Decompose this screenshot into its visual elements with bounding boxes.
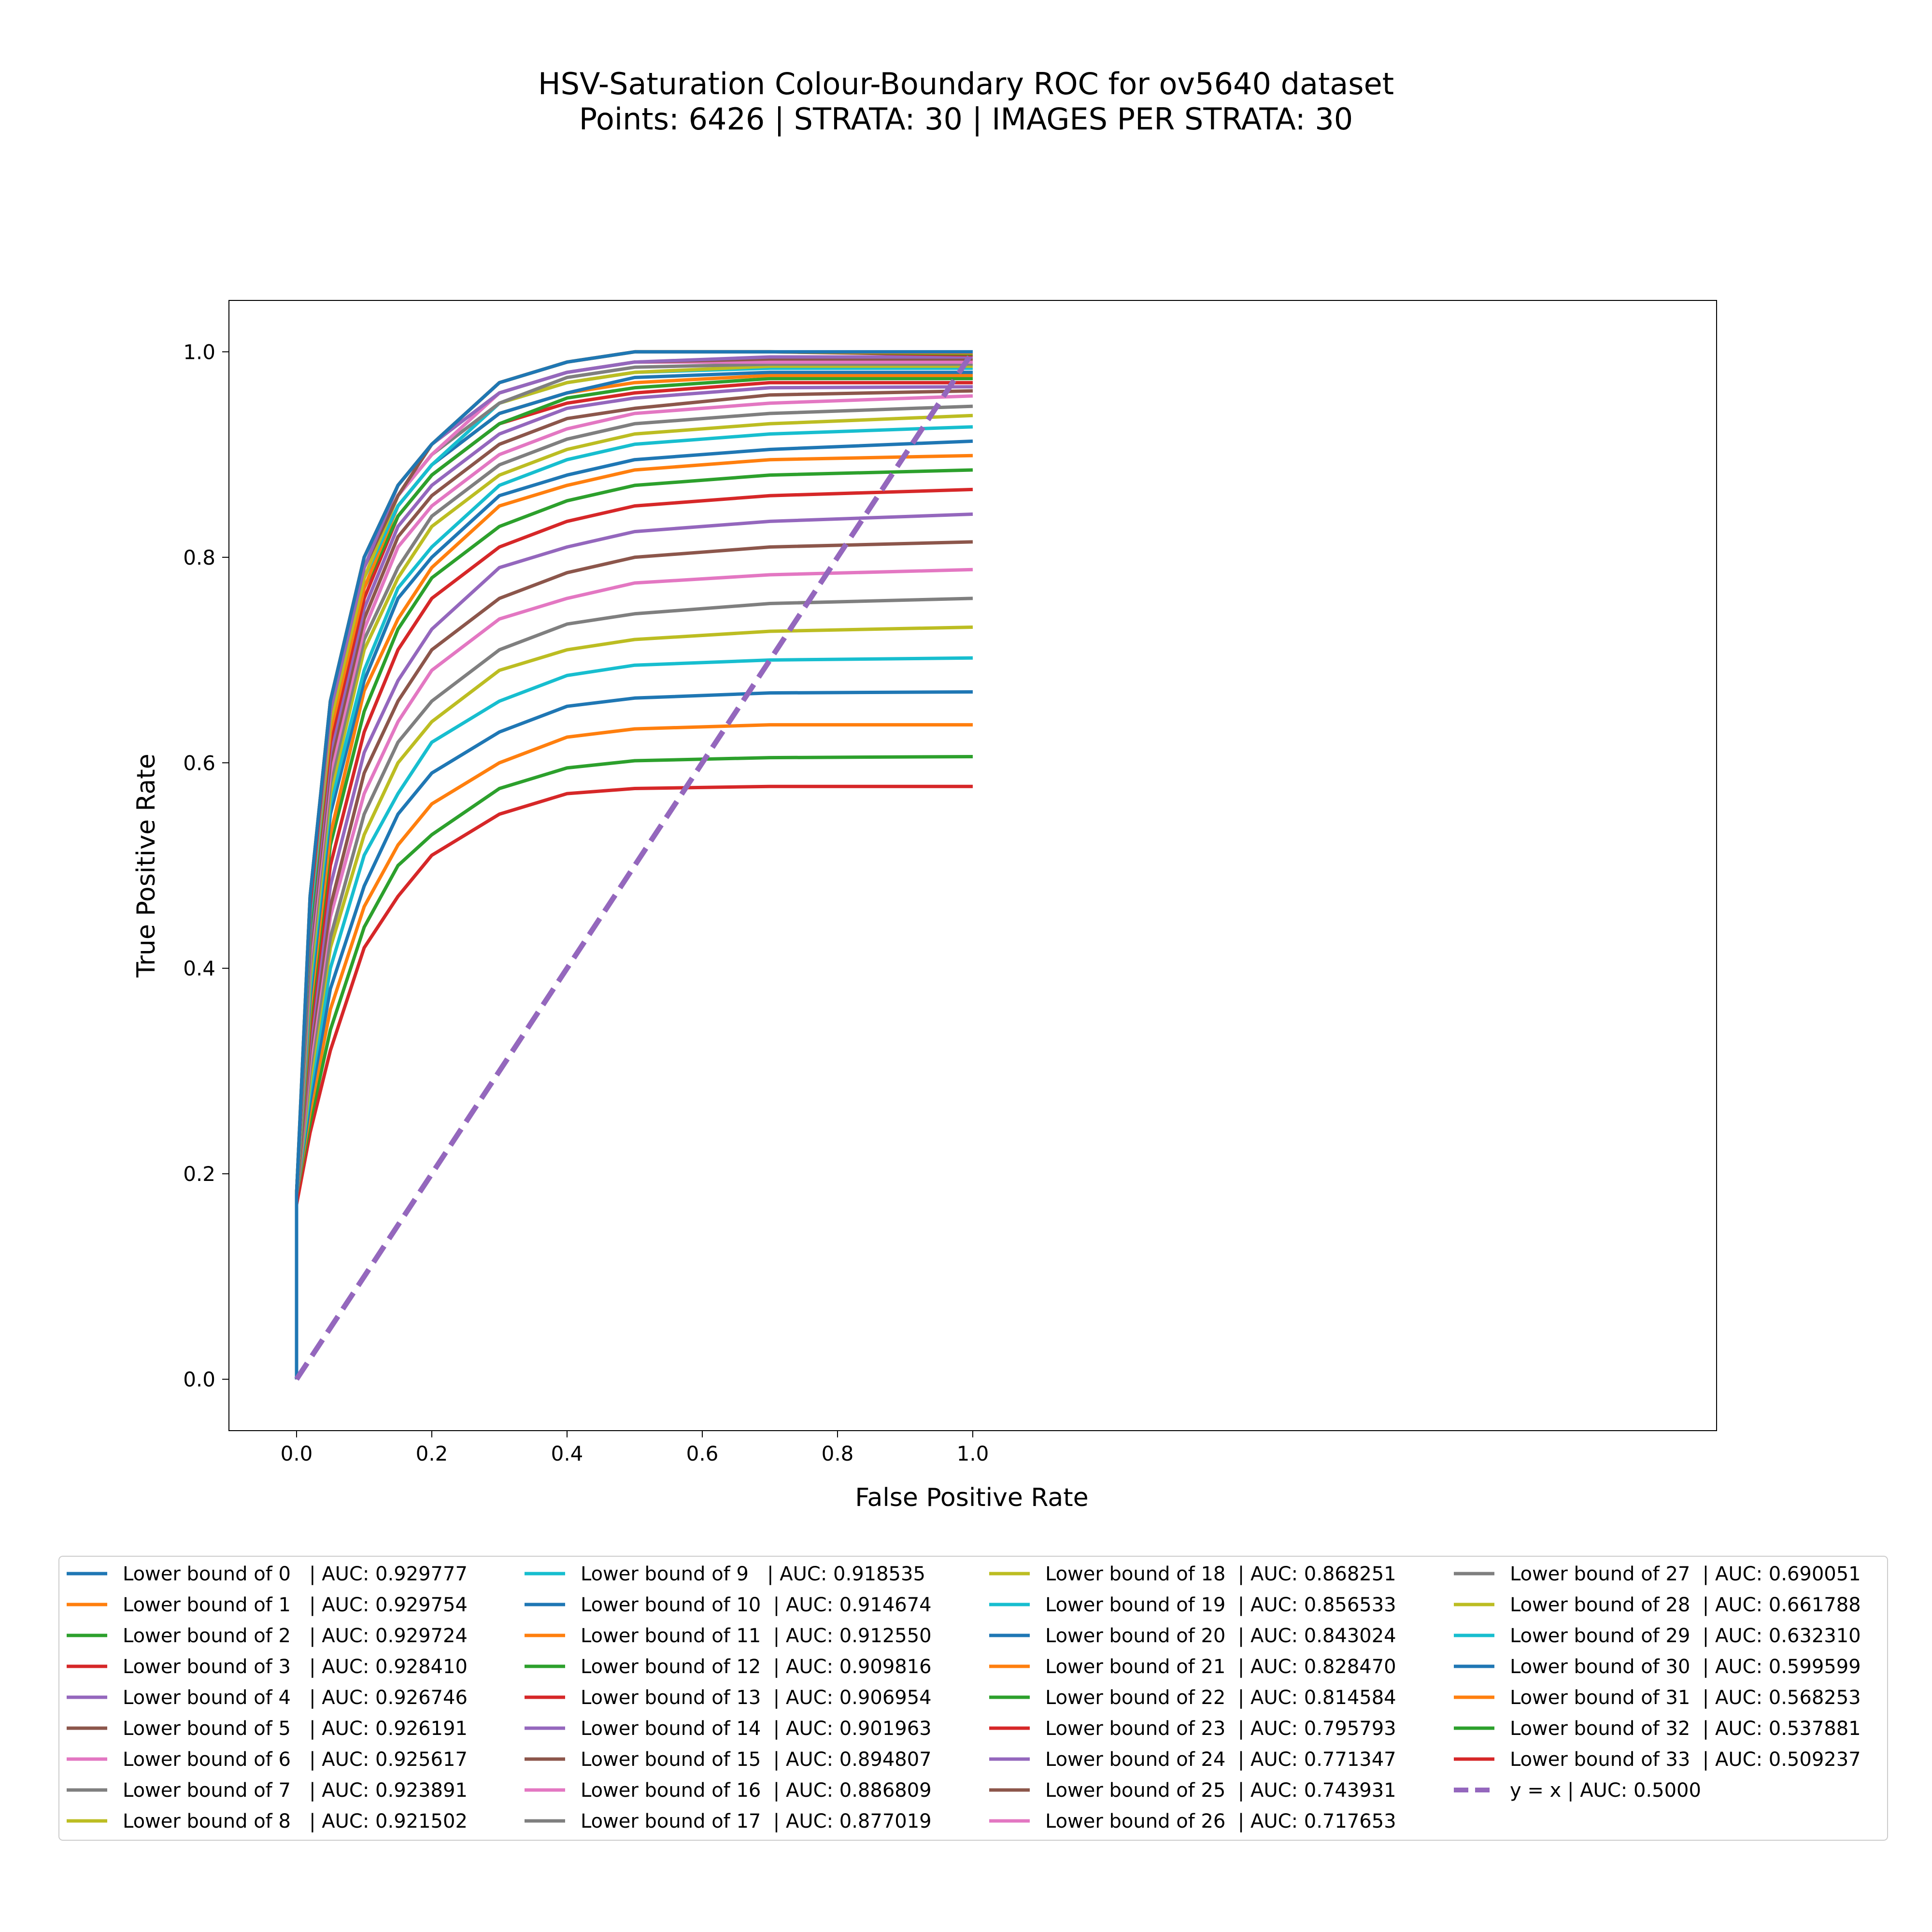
series-line-17	[295, 404, 973, 1379]
legend-label: Lower bound of 7 | AUC: 0.923891	[123, 1779, 468, 1802]
legend-label: Lower bound of 16 | AUC: 0.886809	[581, 1779, 932, 1802]
series-line-15	[295, 389, 973, 1379]
legend-label: Lower bound of 17 | AUC: 0.877019	[581, 1810, 932, 1833]
legend-label: Lower bound of 23 | AUC: 0.795793	[1045, 1718, 1396, 1740]
series-layer	[294, 350, 975, 1381]
legend-label: Lower bound of 29 | AUC: 0.632310	[1510, 1625, 1861, 1647]
y-tick-label: 0.2	[183, 1162, 215, 1186]
series-line-33	[295, 784, 973, 1379]
legend-frame	[58, 1556, 1888, 1841]
legend-label: Lower bound of 13 | AUC: 0.906954	[581, 1687, 932, 1709]
series-line-24	[295, 512, 973, 1379]
legend-label: Lower bound of 24 | AUC: 0.771347	[1045, 1748, 1396, 1771]
legend-label: Lower bound of 21 | AUC: 0.828470	[1045, 1656, 1396, 1678]
series-line-27	[295, 597, 973, 1379]
x-tick-label: 0.8	[822, 1442, 854, 1465]
legend-label: Lower bound of 26 | AUC: 0.717653	[1045, 1810, 1396, 1833]
legend-label: Lower bound of 30 | AUC: 0.599599	[1510, 1656, 1861, 1678]
x-axis: 0.0 0.2 0.4 0.6 0.8 1.0	[281, 1431, 989, 1465]
legend: Lower bound of 0 | AUC: 0.929777 Lower bo…	[58, 1556, 1888, 1841]
legend-label: Lower bound of 0 | AUC: 0.929777	[123, 1563, 468, 1585]
series-line-22	[295, 468, 973, 1379]
chart-title: HSV-Saturation Colour-Boundary ROC for o…	[538, 66, 1394, 101]
y-tick-label: 1.0	[183, 340, 215, 364]
series-line-0	[295, 350, 973, 1379]
legend-label: Lower bound of 28 | AUC: 0.661788	[1510, 1594, 1861, 1616]
y-axis-label: True Positive Rate	[132, 753, 161, 978]
legend-label: Lower bound of 8 | AUC: 0.921502	[123, 1810, 468, 1833]
series-line-21	[295, 454, 973, 1379]
series-line-34	[294, 350, 975, 1381]
x-tick-label: 0.6	[686, 1442, 719, 1465]
x-axis-label: False Positive Rate	[855, 1483, 1088, 1512]
legend-label: Lower bound of 1 | AUC: 0.929754	[123, 1594, 468, 1616]
series-line-25	[295, 540, 973, 1379]
legend-label: Lower bound of 14 | AUC: 0.901963	[581, 1718, 932, 1740]
x-tick-label: 1.0	[957, 1442, 989, 1465]
y-tick-label: 0.6	[183, 751, 215, 775]
legend-label: Lower bound of 5 | AUC: 0.926191	[123, 1718, 468, 1740]
x-tick-label: 0.2	[416, 1442, 448, 1465]
y-tick-label: 0.0	[183, 1368, 215, 1392]
legend-label: Lower bound of 33 | AUC: 0.509237	[1510, 1748, 1861, 1771]
legend-label: Lower bound of 4 | AUC: 0.926746	[123, 1687, 468, 1709]
x-tick-label: 0.0	[281, 1442, 313, 1465]
legend-label: Lower bound of 10 | AUC: 0.914674	[581, 1594, 932, 1616]
y-tick-label: 0.4	[183, 957, 215, 980]
x-tick-label: 0.4	[551, 1442, 583, 1465]
legend-label: y = x | AUC: 0.5000	[1510, 1779, 1701, 1802]
legend-label: Lower bound of 20 | AUC: 0.843024	[1045, 1625, 1396, 1647]
legend-label: Lower bound of 3 | AUC: 0.928410	[123, 1656, 468, 1678]
legend-label: Lower bound of 27 | AUC: 0.690051	[1510, 1563, 1861, 1585]
legend-label: Lower bound of 32 | AUC: 0.537881	[1510, 1718, 1861, 1740]
legend-label: Lower bound of 6 | AUC: 0.925617	[123, 1748, 468, 1771]
legend-label: Lower bound of 18 | AUC: 0.868251	[1045, 1563, 1396, 1585]
legend-label: Lower bound of 12 | AUC: 0.909816	[581, 1656, 932, 1678]
series-line-23	[295, 487, 973, 1379]
series-line-31	[295, 723, 973, 1379]
legend-label: Lower bound of 2 | AUC: 0.929724	[123, 1625, 468, 1647]
legend-label: Lower bound of 19 | AUC: 0.856533	[1045, 1594, 1396, 1616]
y-axis: 0.0 0.2 0.4 0.6 0.8 1.0	[183, 340, 229, 1392]
legend-label: Lower bound of 25 | AUC: 0.743931	[1045, 1779, 1396, 1802]
chart-subtitle: Points: 6426 | STRATA: 30 | IMAGES PER S…	[579, 101, 1353, 137]
y-tick-label: 0.8	[183, 546, 215, 569]
series-line-32	[295, 755, 973, 1379]
legend-label: Lower bound of 22 | AUC: 0.814584	[1045, 1687, 1396, 1709]
legend-label: Lower bound of 31 | AUC: 0.568253	[1510, 1687, 1861, 1709]
legend-label: Lower bound of 11 | AUC: 0.912550	[581, 1625, 932, 1647]
legend-label: Lower bound of 9 | AUC: 0.918535	[581, 1563, 925, 1585]
legend-label: Lower bound of 15 | AUC: 0.894807	[581, 1748, 932, 1771]
